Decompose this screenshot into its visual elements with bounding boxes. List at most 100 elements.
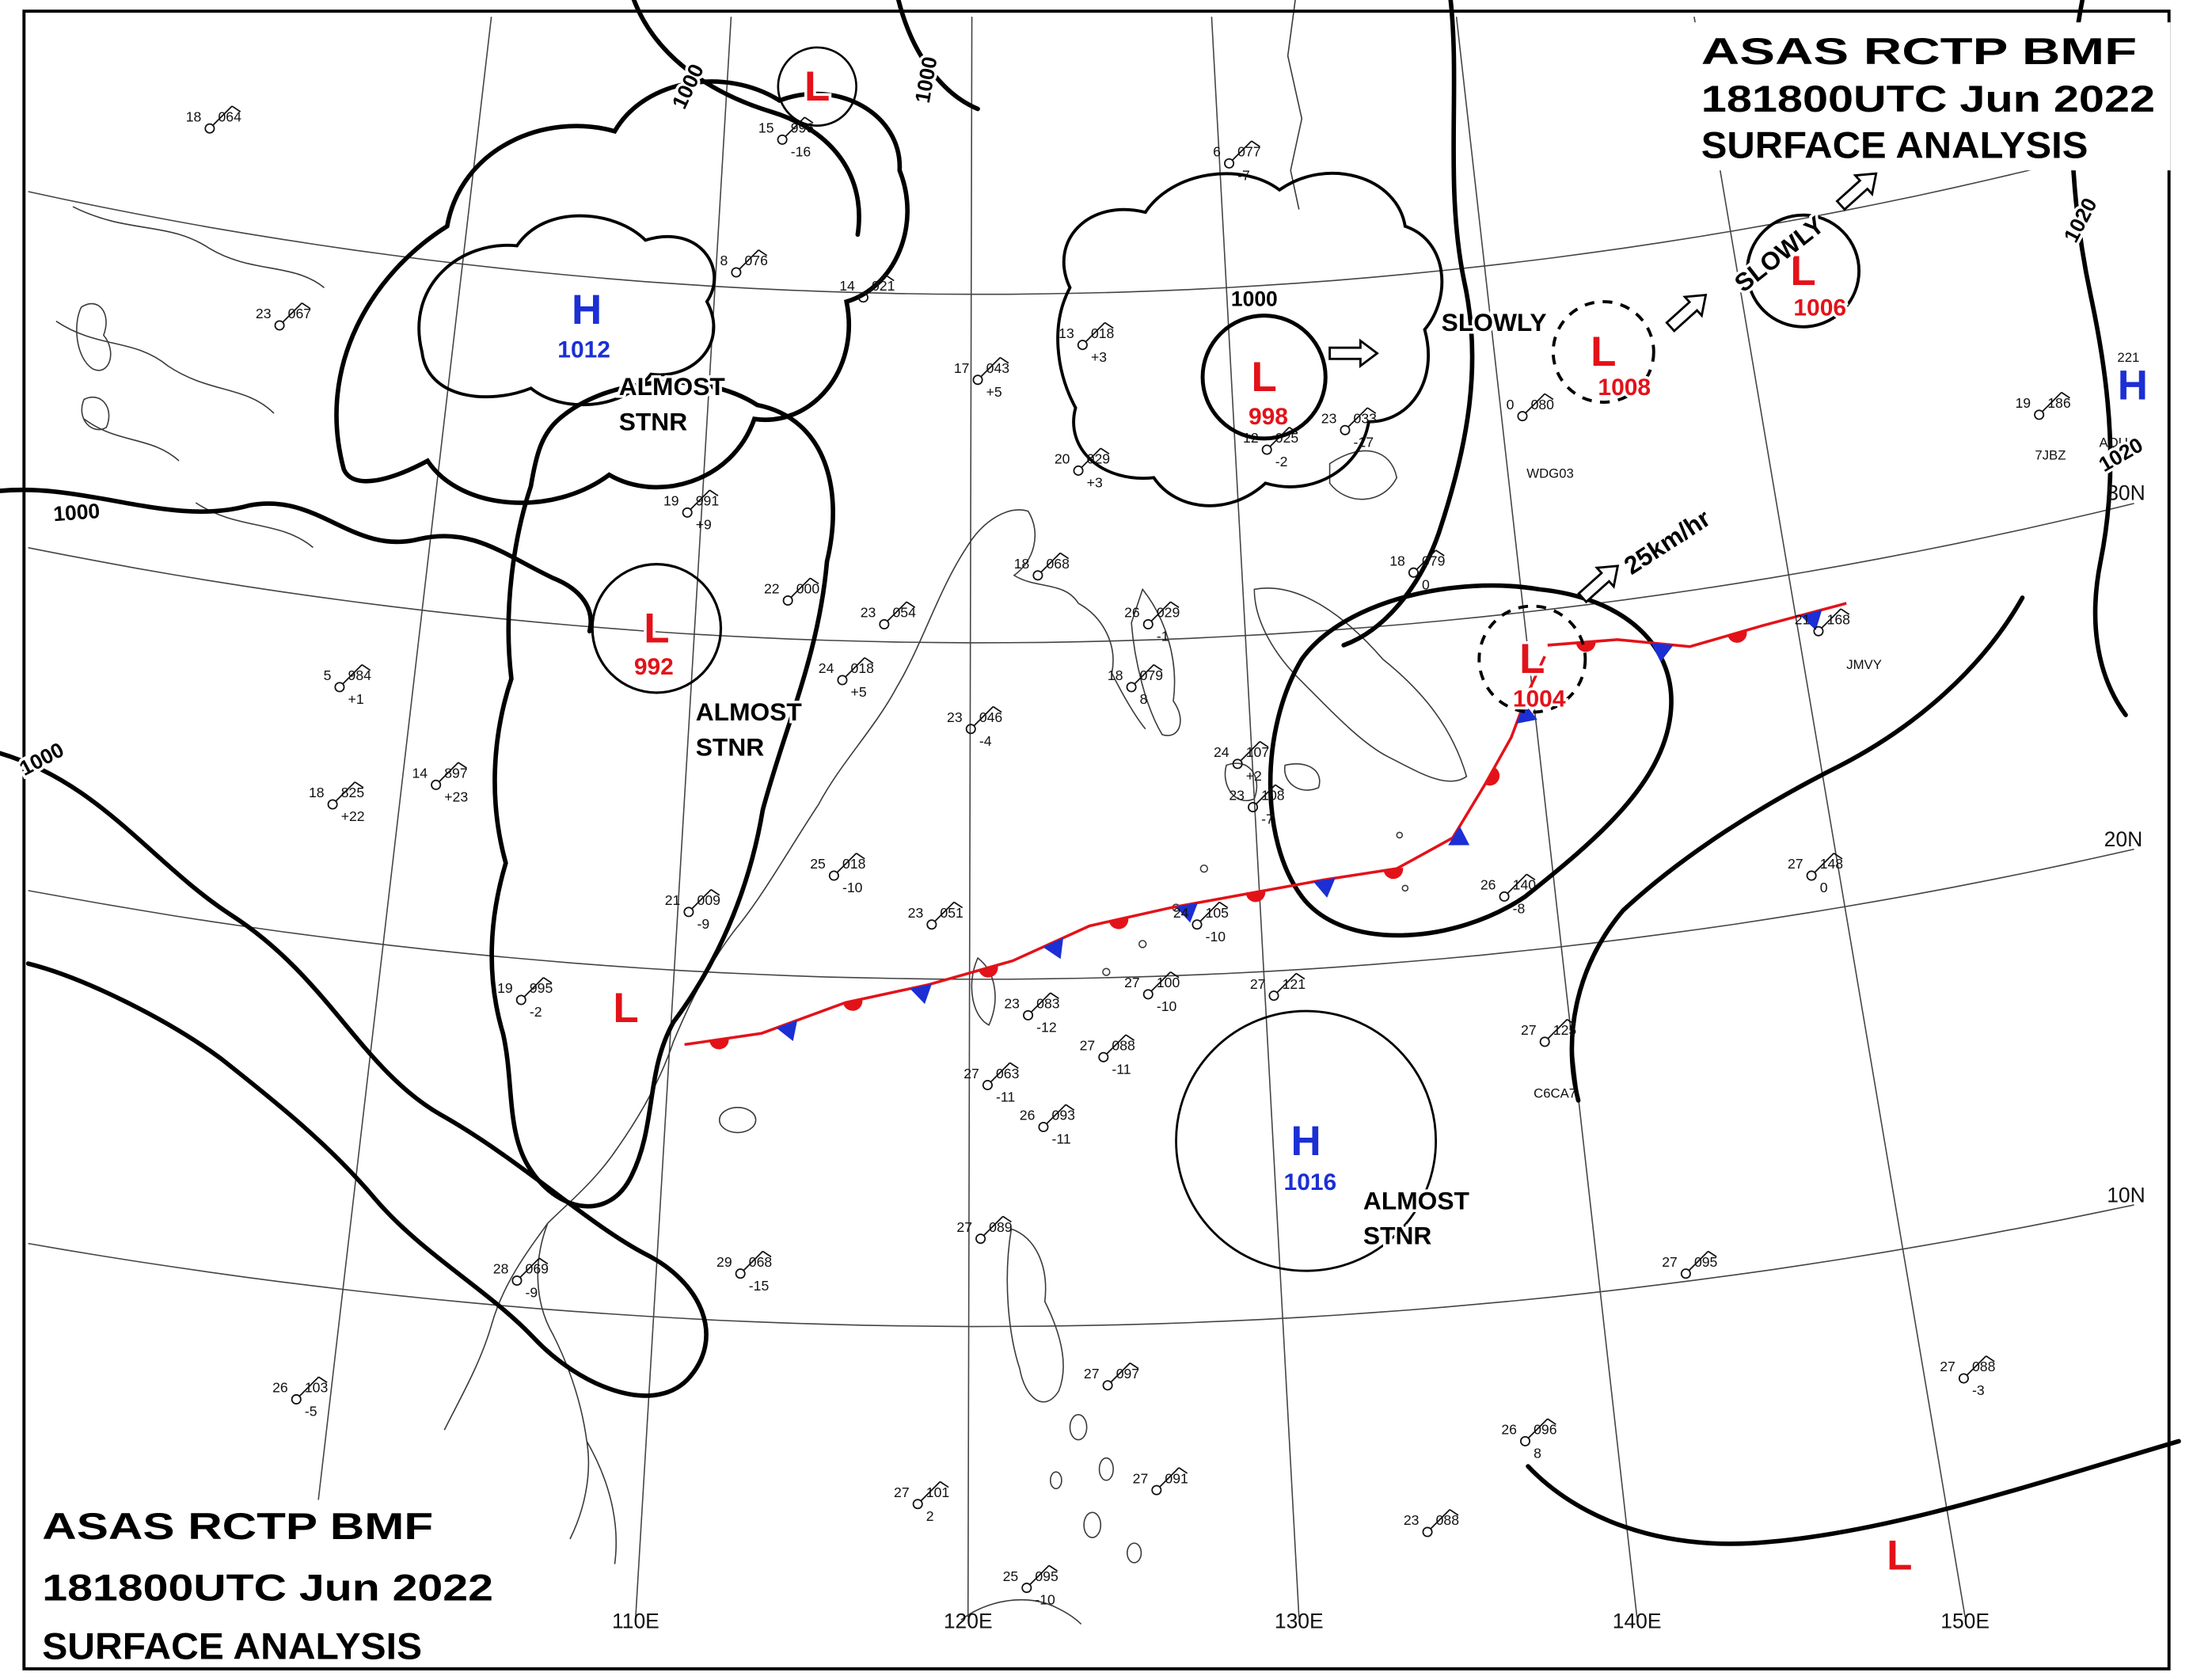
coastline [1224, 762, 1258, 801]
station-circle [1151, 1484, 1162, 1496]
wind-barb [2042, 392, 2062, 412]
station-plot: 23 083 -12 [1004, 992, 1060, 1036]
station-tendency: -9 [697, 916, 710, 932]
wind-barb [1159, 1467, 1180, 1488]
station-plot: 25 018 -10 [810, 853, 866, 895]
movement-arrow-shape [1835, 172, 1878, 211]
pressure-center-letter: H [572, 287, 602, 333]
station-circle [291, 1393, 302, 1404]
station-circle [274, 320, 285, 331]
station-pressure: 095 [1035, 1568, 1058, 1584]
station-pressure: 148 [1820, 856, 1844, 872]
station-circle [1813, 625, 1824, 637]
movement-arrow-icon [1577, 564, 1620, 604]
isobar [896, 0, 980, 112]
warm-front-symbol [1245, 890, 1266, 903]
station-pressure: 100 [1157, 975, 1180, 990]
longitude-label: 110E [612, 1610, 659, 1633]
wind-barb [690, 489, 711, 510]
station-tendency: -10 [1035, 1592, 1055, 1608]
station-temp: 28 [493, 1261, 509, 1277]
isobar-value-label: 1000 [52, 499, 101, 526]
station-circle [1126, 682, 1137, 693]
coastline [960, 1599, 1082, 1625]
station-plot: 27 089 [956, 1215, 1013, 1245]
chart-type-line: SURFACE ANALYSIS [1701, 124, 2088, 166]
movement-arrow-shape [1665, 294, 1708, 333]
coastline-island [1199, 864, 1209, 873]
wind-barb [920, 1480, 941, 1502]
wind-barb [1085, 321, 1106, 343]
wind-barb-tick [1059, 552, 1070, 560]
station-tendency: +3 [1091, 349, 1107, 365]
station-temp: 19 [2015, 395, 2031, 411]
wind-barb-tick [1218, 901, 1229, 909]
wind-barb-tick [999, 356, 1009, 364]
station-circle [777, 134, 788, 145]
pressure-system-H: H [2115, 359, 2150, 412]
station-plot: 26 093 -11 [1020, 1104, 1075, 1147]
graticule-meridian [967, 17, 973, 1617]
coastline-island [718, 1106, 757, 1134]
wind-barb [980, 356, 1001, 378]
pressure-center-value: 992 [634, 654, 674, 680]
station-pressure: 091 [1165, 1470, 1188, 1486]
station-circle [334, 682, 345, 693]
station-plot: 23 054 [861, 601, 916, 630]
station-pressure: 025 [1275, 430, 1299, 446]
station-circle [879, 618, 890, 630]
movement-label: 25km/hr [1619, 504, 1716, 580]
wind-barb [439, 762, 459, 782]
isobar-value-label: 1000 [910, 55, 942, 105]
station-tendency: +9 [696, 517, 712, 533]
wind-barb-tick [864, 657, 874, 664]
coastline [537, 547, 967, 1540]
chart-id-line: ASAS RCTP BMF [1701, 31, 2137, 73]
wind-barb [1199, 901, 1220, 922]
wind-barb-tick [1275, 784, 1284, 792]
station-pressure: 064 [218, 108, 241, 124]
cold-front-symbol [1313, 878, 1336, 898]
station-circle [1102, 1380, 1113, 1391]
longitude-label: 150E [1940, 1610, 1990, 1633]
station-plot: 23 088 [1404, 1509, 1459, 1537]
station-pressure: 991 [696, 493, 719, 509]
station-plot: 14 021 [839, 274, 895, 303]
pressure-system-contour [1175, 1009, 1438, 1272]
station-circle [1224, 158, 1235, 169]
wind-barb [1430, 1509, 1450, 1530]
coastline-island [1083, 1511, 1102, 1538]
station-temp: 26 [272, 1380, 288, 1396]
station-pressure: 088 [1112, 1037, 1135, 1053]
station-pressure: 089 [989, 1219, 1012, 1235]
wind-barb-tick [354, 781, 364, 789]
station-id: C6CA7 [1534, 1085, 1576, 1100]
station-circle [1517, 411, 1528, 422]
station-plot: 21 168 [1795, 608, 1850, 637]
wind-barb-tick [762, 1250, 772, 1258]
station-circle [1023, 1009, 1034, 1021]
station-temp: 18 [186, 108, 202, 124]
wind-barb-tick [542, 977, 553, 984]
station-plot: 8 076 [720, 249, 768, 278]
station-circle [735, 1268, 746, 1279]
station-plot: 27 088 -11 [1080, 1034, 1135, 1077]
movement-label: STNR [619, 407, 688, 435]
wind-barb-tick [1002, 1215, 1012, 1223]
station-id: AQU5 [2099, 435, 2135, 450]
wind-barb [212, 105, 233, 126]
wind-barb [1240, 741, 1261, 762]
coastline-island [1396, 831, 1404, 839]
pressure-system-contour [591, 563, 723, 694]
wind-barb-tick [809, 577, 819, 585]
coastline [76, 302, 112, 371]
station-circle [1519, 1435, 1531, 1446]
graticule-meridian [1455, 17, 1638, 1617]
wind-barb-tick [1169, 971, 1180, 979]
pressure-system-L-998: L 998 SLOWLY [1200, 306, 1549, 441]
pressure-center-value: 1012 [557, 337, 610, 363]
station-id: JMVY [1846, 657, 1882, 672]
station-pressure: 897 [444, 766, 467, 781]
movement-arrow-icon [1665, 294, 1708, 333]
